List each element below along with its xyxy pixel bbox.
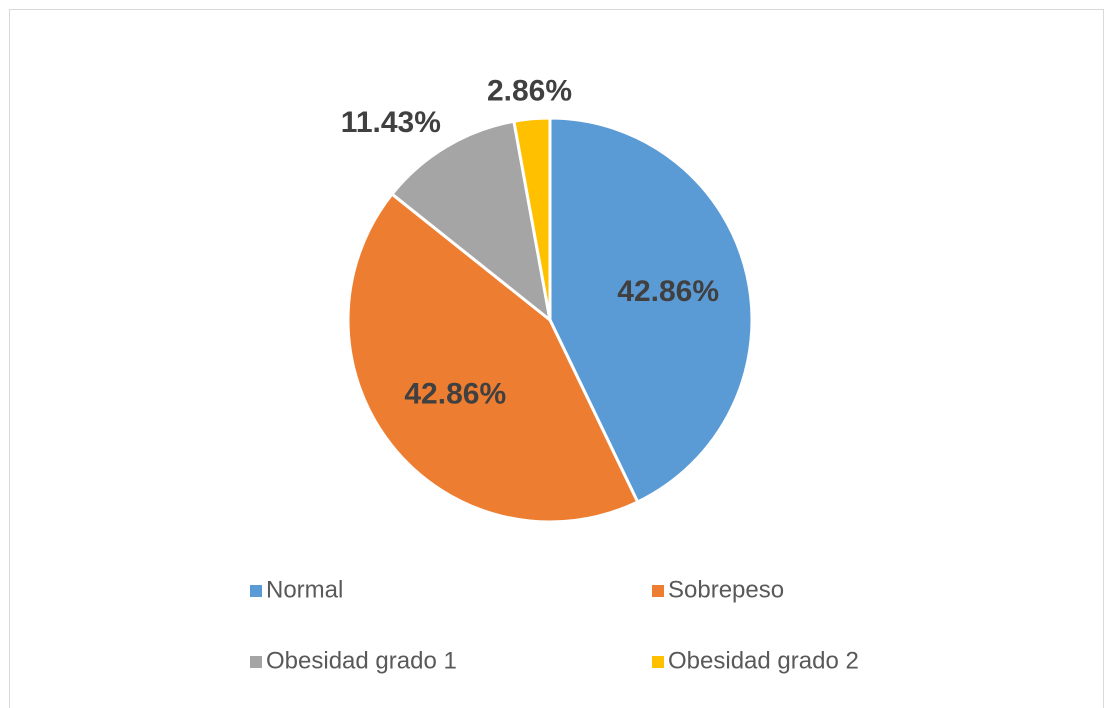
legend-swatch bbox=[250, 656, 262, 668]
data-label: 2.86% bbox=[487, 75, 572, 108]
legend-label: Obesidad grado 1 bbox=[266, 647, 457, 674]
pie-slice bbox=[389, 119, 553, 324]
pie-slice bbox=[346, 191, 640, 524]
data-label: 42.86% bbox=[404, 378, 506, 411]
legend-swatch bbox=[652, 585, 664, 597]
legend-swatch bbox=[652, 656, 664, 668]
data-label: 11.43% bbox=[341, 106, 441, 139]
pie-slice bbox=[548, 116, 754, 504]
legend-label: Obesidad grado 2 bbox=[668, 647, 859, 674]
legend-label: Sobrepeso bbox=[668, 576, 784, 603]
legend-label: Normal bbox=[266, 576, 343, 603]
legend-swatch bbox=[250, 585, 262, 597]
data-label: 42.86% bbox=[617, 275, 719, 308]
pie-slice bbox=[512, 116, 552, 321]
